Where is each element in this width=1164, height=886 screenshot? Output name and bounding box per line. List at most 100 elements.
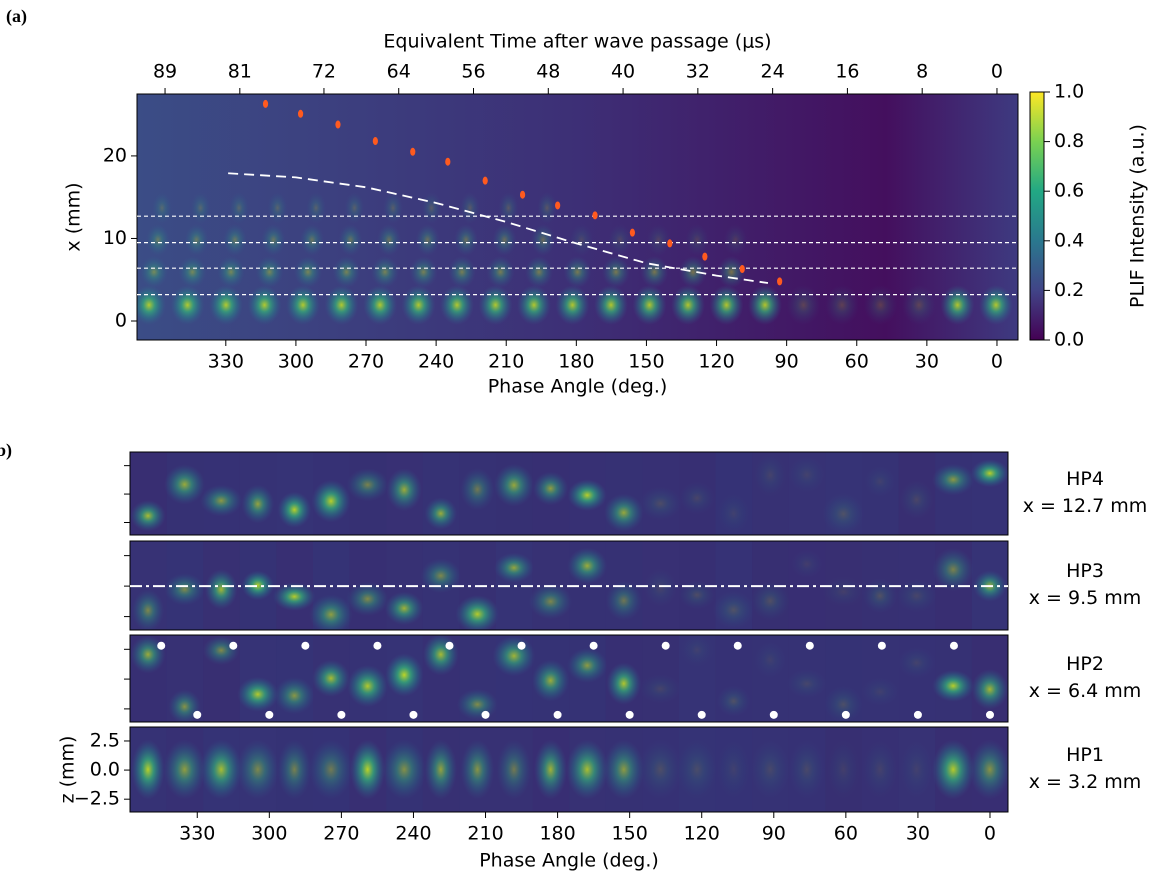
texture xyxy=(531,224,555,256)
data-point xyxy=(481,710,490,719)
texture xyxy=(723,224,748,256)
x2-tick-label: 72 xyxy=(312,61,336,83)
texture xyxy=(223,224,247,256)
x-tick-label: 0 xyxy=(991,351,1003,373)
texture xyxy=(382,739,426,800)
texture xyxy=(209,285,243,325)
texture xyxy=(140,256,168,288)
texture xyxy=(184,224,209,256)
texture xyxy=(478,285,513,325)
texture xyxy=(753,640,787,679)
strip-position: x = 6.4 mm xyxy=(1029,680,1142,702)
texture xyxy=(261,224,286,256)
y-tick-label: 10 xyxy=(103,227,127,249)
texture xyxy=(646,224,671,256)
texture xyxy=(716,739,751,800)
colorbar-tick-label: 0.2 xyxy=(1054,279,1084,301)
x-tick-label: 330 xyxy=(208,351,244,373)
data-point xyxy=(841,710,850,719)
texture xyxy=(300,224,324,256)
texture xyxy=(678,481,716,515)
texture xyxy=(563,256,592,288)
texture xyxy=(932,547,975,592)
texture xyxy=(217,256,245,288)
texture xyxy=(863,285,898,325)
x-tick-label: 0 xyxy=(984,823,996,845)
texture xyxy=(680,635,714,668)
texture xyxy=(421,192,442,224)
strip-texture xyxy=(130,635,1008,722)
x-tick-label: 60 xyxy=(834,823,858,845)
texture xyxy=(750,739,791,800)
x-tick-label: 150 xyxy=(628,351,664,373)
colorbar-label: PLIF Intensity (a.u.) xyxy=(1127,124,1149,308)
texture xyxy=(931,463,975,496)
texture xyxy=(862,578,898,614)
texture xyxy=(685,224,709,256)
texture xyxy=(786,668,828,699)
x-tick-label: 240 xyxy=(395,823,431,845)
x-tick-label: 150 xyxy=(612,823,648,845)
texture xyxy=(422,635,459,676)
texture xyxy=(790,549,824,579)
texture xyxy=(200,484,243,517)
colorbar-tick-label: 0.6 xyxy=(1054,180,1084,202)
x2-tick-label: 89 xyxy=(153,61,177,83)
texture xyxy=(899,479,934,520)
data-point xyxy=(589,641,598,650)
texture xyxy=(632,285,667,325)
strip-position: x = 9.5 mm xyxy=(1029,587,1142,609)
texture xyxy=(273,582,316,611)
texture xyxy=(247,285,282,325)
data-point xyxy=(949,641,958,650)
texture xyxy=(638,739,683,800)
texture xyxy=(971,669,1008,710)
texture xyxy=(712,590,756,630)
texture xyxy=(164,573,205,606)
data-point xyxy=(592,211,598,220)
texture xyxy=(567,479,607,512)
x-tick-label: 270 xyxy=(323,823,359,845)
texture xyxy=(822,492,865,535)
texture xyxy=(424,497,458,530)
texture xyxy=(344,192,365,224)
data-point xyxy=(913,710,922,719)
texture xyxy=(460,739,495,800)
texture xyxy=(640,256,669,288)
texture xyxy=(347,664,388,708)
texture xyxy=(788,739,826,800)
texture xyxy=(532,471,569,506)
strip-texture xyxy=(130,727,1008,812)
texture xyxy=(932,739,975,800)
texture xyxy=(346,468,389,502)
texture xyxy=(384,591,424,626)
data-point xyxy=(877,641,886,650)
texture xyxy=(309,739,353,800)
x-tick-label: 210 xyxy=(488,351,524,373)
x2-tick-label: 16 xyxy=(835,61,859,83)
x2-tick-label: 56 xyxy=(461,61,485,83)
x2-axis-label: Equivalent Time after wave passage (μs) xyxy=(383,31,771,53)
texture xyxy=(277,491,312,528)
colorbar-tick-label: 1.0 xyxy=(1054,81,1084,103)
texture xyxy=(679,256,707,288)
x-tick-label: 300 xyxy=(278,351,314,373)
texture xyxy=(229,192,249,224)
texture xyxy=(897,646,937,679)
panel-label: (b) xyxy=(0,440,12,461)
texture xyxy=(332,256,361,288)
texture xyxy=(131,739,165,800)
colorbar-tick-label: 0.4 xyxy=(1054,229,1084,251)
x-tick-label: 300 xyxy=(251,823,287,845)
texture xyxy=(594,285,628,325)
texture xyxy=(902,285,936,325)
texture xyxy=(821,576,866,608)
x2-tick-label: 24 xyxy=(761,61,785,83)
data-point xyxy=(661,641,670,650)
data-point xyxy=(335,120,341,129)
texture xyxy=(255,256,284,288)
texture xyxy=(440,285,474,325)
texture xyxy=(979,285,1013,325)
texture xyxy=(401,285,436,325)
